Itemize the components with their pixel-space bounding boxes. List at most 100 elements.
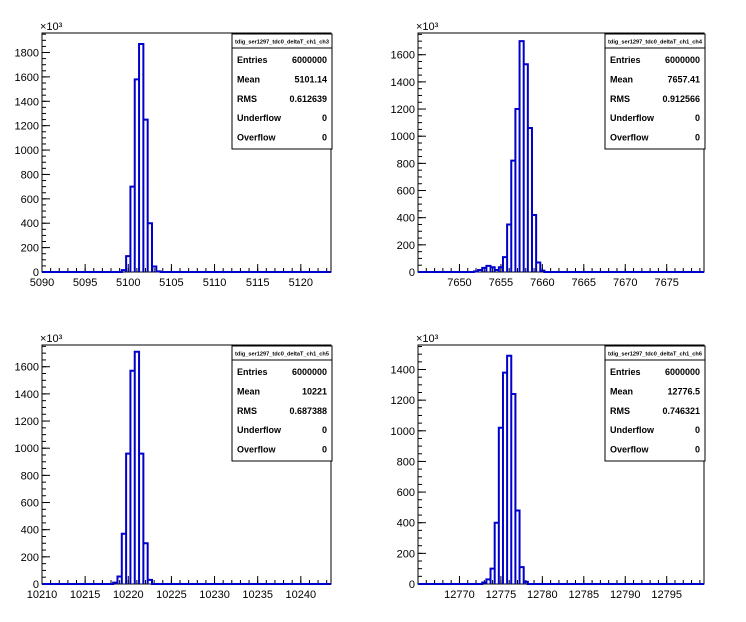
histogram-bin <box>486 266 490 272</box>
histogram-bin <box>135 79 139 272</box>
y-tick-label: 1000 <box>15 443 39 455</box>
y-tick-label: 1000 <box>391 426 415 438</box>
histogram-bin <box>495 523 499 584</box>
stats-label: Overflow <box>610 445 650 455</box>
y-tick-label: 1400 <box>391 365 415 377</box>
histogram-line <box>418 40 704 273</box>
stats-value: 0.746321 <box>662 406 700 416</box>
axis-exponent-label: ×10³ <box>40 21 63 33</box>
axis-exponent-label: ×10³ <box>416 21 439 33</box>
x-tick-label: 5110 <box>203 277 227 289</box>
stats-label: Entries <box>610 367 641 377</box>
histogram-bin <box>156 271 160 272</box>
histogram-bin <box>540 271 544 272</box>
histogram-bin <box>507 224 511 272</box>
x-tick-label: 7650 <box>447 277 471 289</box>
histogram-bin <box>515 109 519 272</box>
x-tick-label: 10215 <box>70 589 101 601</box>
stats-label: Mean <box>610 386 633 396</box>
stats-label: Entries <box>237 55 268 65</box>
histogram-title: tdig_ser1297_tdc0_deltaT_ch1_ch4 <box>608 40 703 46</box>
stats-box <box>231 359 333 462</box>
histogram-bin <box>122 270 126 272</box>
stats-value: 0 <box>322 113 327 123</box>
stats-value: 0 <box>695 425 700 435</box>
stats-label: RMS <box>610 406 630 416</box>
x-tick-label: 7665 <box>572 277 596 289</box>
histogram-bin <box>524 582 528 584</box>
y-tick-label: 1600 <box>15 72 39 84</box>
histogram-bin <box>515 510 519 584</box>
stats-value: 0 <box>322 133 327 143</box>
histogram-line <box>42 42 331 273</box>
y-tick-label: 800 <box>397 456 415 468</box>
x-tick-label: 5090 <box>30 277 54 289</box>
stats-value: 12776.5 <box>667 386 700 396</box>
stats-label: RMS <box>237 406 257 416</box>
histogram-bin <box>139 454 143 584</box>
y-tick-label: 0 <box>33 267 39 279</box>
y-tick-label: 400 <box>21 525 39 537</box>
histogram-bin <box>491 267 495 272</box>
histogram-bin <box>126 256 130 272</box>
stats-label: RMS <box>610 94 630 104</box>
stats-value: 0.687388 <box>289 406 327 416</box>
stats-label: Entries <box>610 55 641 65</box>
y-tick-label: 1400 <box>15 389 39 401</box>
histogram-bin <box>524 64 528 272</box>
stats-value: 6000000 <box>292 367 327 377</box>
histogram-panel-2: 7650 7655 7660 7665 7670 7675 0 200 400 600 800 100… <box>391 21 706 289</box>
y-tick-label: 800 <box>21 169 39 181</box>
histogram-bin <box>507 356 511 584</box>
x-tick-label: 10210 <box>27 589 58 601</box>
histogram-bin <box>135 352 139 584</box>
stats-value: 5101.14 <box>294 74 327 84</box>
stats-label: Overflow <box>237 445 277 455</box>
y-tick-label: 1400 <box>15 96 39 108</box>
x-tick-label: 7675 <box>654 277 678 289</box>
y-tick-label: 200 <box>21 552 39 564</box>
histogram-bin <box>117 577 121 584</box>
stats-label: Mean <box>610 74 633 84</box>
histogram-bin <box>113 583 117 584</box>
stats-label: Underflow <box>610 113 655 123</box>
y-tick-label: 400 <box>397 518 415 530</box>
x-tick-label: 12785 <box>569 589 600 601</box>
y-tick-label: 800 <box>397 158 415 170</box>
x-tick-label: 5120 <box>289 277 313 289</box>
histogram-bin <box>482 582 486 584</box>
stats-label: Overflow <box>610 133 650 143</box>
stats-label: Overflow <box>237 133 277 143</box>
stats-box <box>604 359 706 462</box>
y-tick-label: 600 <box>397 186 415 198</box>
x-tick-label: 12770 <box>444 589 475 601</box>
histogram-bin <box>139 44 143 272</box>
stats-value: 0 <box>695 133 700 143</box>
axis-exponent-label: ×10³ <box>416 333 439 345</box>
histogram-bin <box>130 187 134 272</box>
histogram-bin <box>148 223 152 272</box>
x-tick-label: 10225 <box>156 589 187 601</box>
histogram-title: tdig_ser1297_tdc0_deltaT_ch1_ch3 <box>235 40 329 46</box>
x-tick-label: 10235 <box>242 589 273 601</box>
x-tick-label: 7670 <box>613 277 637 289</box>
histogram-bin <box>499 267 503 272</box>
stats-value: 0 <box>695 113 700 123</box>
y-tick-label: 1400 <box>391 77 415 89</box>
y-tick-label: 200 <box>21 243 39 255</box>
histogram-title: tdig_ser1297_tdc0_deltaT_ch1_ch5 <box>235 352 329 358</box>
stats-value: 0 <box>322 425 327 435</box>
x-tick-label: 5095 <box>73 277 97 289</box>
x-tick-label: 7655 <box>489 277 513 289</box>
histogram-line <box>418 354 704 585</box>
histogram-panel-4: 12770 12775 12780 12785 12790 12795 0 200 400 600… <box>391 333 706 601</box>
y-tick-label: 1000 <box>391 131 415 143</box>
y-tick-label: 1000 <box>15 145 39 157</box>
x-tick-label: 5105 <box>159 277 183 289</box>
y-tick-label: 800 <box>21 470 39 482</box>
stats-value: 0.612639 <box>289 94 327 104</box>
stats-value: 6000000 <box>665 55 700 65</box>
stats-value: 10221 <box>302 386 327 396</box>
histogram-bin <box>503 257 507 272</box>
x-tick-label: 10220 <box>113 589 144 601</box>
